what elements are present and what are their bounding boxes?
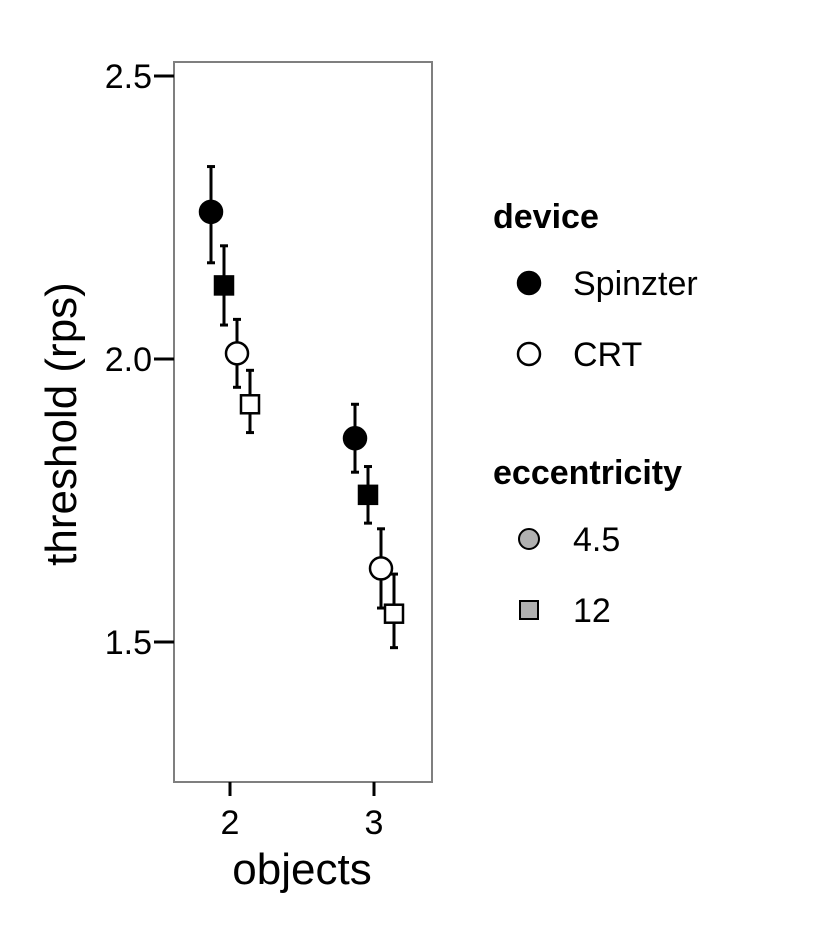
data-point-square [239, 394, 261, 415]
legend-symbol-circle [516, 341, 542, 367]
data-point-circle [224, 341, 250, 366]
legend-title-device: device [493, 198, 599, 236]
legend-label: 12 [573, 592, 611, 630]
y-tick-label: 2.5 [105, 58, 152, 96]
legend-title-eccentricity: eccentricity [493, 454, 682, 492]
data-point-square [213, 275, 235, 296]
data-point-circle [198, 199, 224, 225]
data-point-circle [368, 556, 394, 581]
plot-panel-frame [173, 61, 433, 783]
legend-label: Spinzter [573, 265, 698, 303]
y-tick-label: 1.5 [105, 624, 152, 662]
y-tick-label: 2.0 [105, 341, 152, 379]
x-axis-title: objects [232, 845, 371, 894]
legend-symbol-square [519, 600, 539, 620]
legend-label: CRT [573, 336, 642, 374]
data-point-square [383, 603, 405, 624]
x-tick-label: 3 [365, 804, 384, 842]
legend-label: 4.5 [573, 521, 620, 559]
y-axis-title: threshold (rps) [37, 282, 86, 566]
data-point-square [357, 484, 379, 506]
data-point-circle [342, 425, 368, 451]
legend-symbol-circle [518, 528, 540, 550]
x-tick-label: 2 [221, 804, 240, 842]
legend-symbol-circle [516, 270, 542, 296]
